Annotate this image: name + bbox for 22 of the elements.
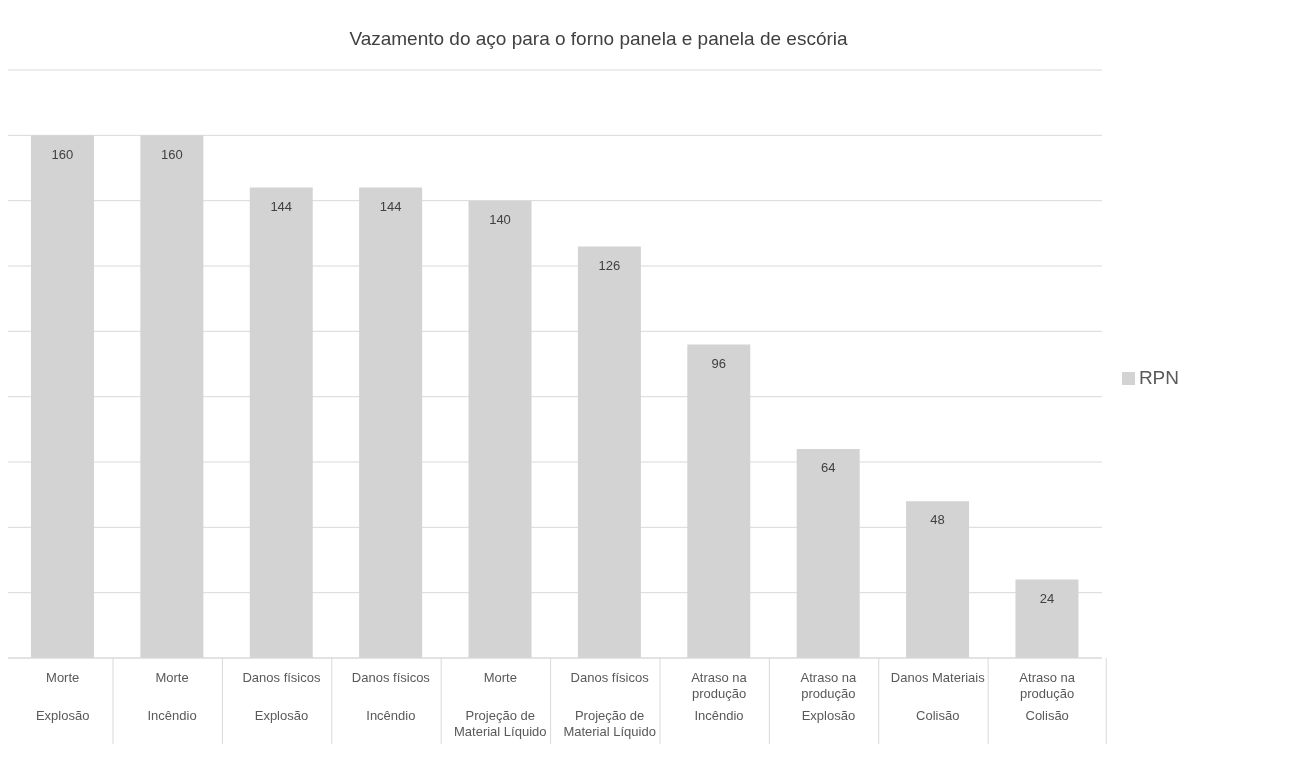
- chart-title: Vazamento do aço para o forno panela e panela de escória: [348, 28, 849, 50]
- category-label: Danos físicos Explosão: [242, 670, 321, 723]
- category-label: Morte Projeção de Material Líquido: [453, 670, 547, 739]
- data-label: 64: [820, 460, 836, 476]
- category-label: Morte Incêndio: [147, 670, 197, 723]
- category-label: Danos físicos Projeção de Material Líquido: [563, 670, 656, 739]
- data-label: 96: [711, 355, 727, 371]
- data-label: 48: [930, 512, 945, 528]
- data-label: 144: [270, 198, 293, 214]
- data-label: 126: [598, 257, 621, 273]
- data-label: 160: [161, 146, 183, 162]
- data-label: 24: [1039, 590, 1055, 606]
- x-tick-label: Atraso na produção Incêndio: [691, 670, 748, 723]
- x-tick-label: Atraso na produção Explosão: [800, 670, 857, 723]
- category-label: Danos físicos Incêndio: [351, 670, 430, 723]
- data-label: 144: [379, 198, 402, 214]
- legend-label: RPN: [1138, 367, 1179, 388]
- x-tick-label: Atraso na produção Colisão: [1019, 670, 1076, 723]
- category-label: Danos Materiais Colisão: [890, 670, 985, 723]
- data-label: 160: [51, 146, 74, 162]
- data-label: 140: [489, 211, 511, 227]
- category-label: Morte Explosão: [35, 670, 90, 723]
